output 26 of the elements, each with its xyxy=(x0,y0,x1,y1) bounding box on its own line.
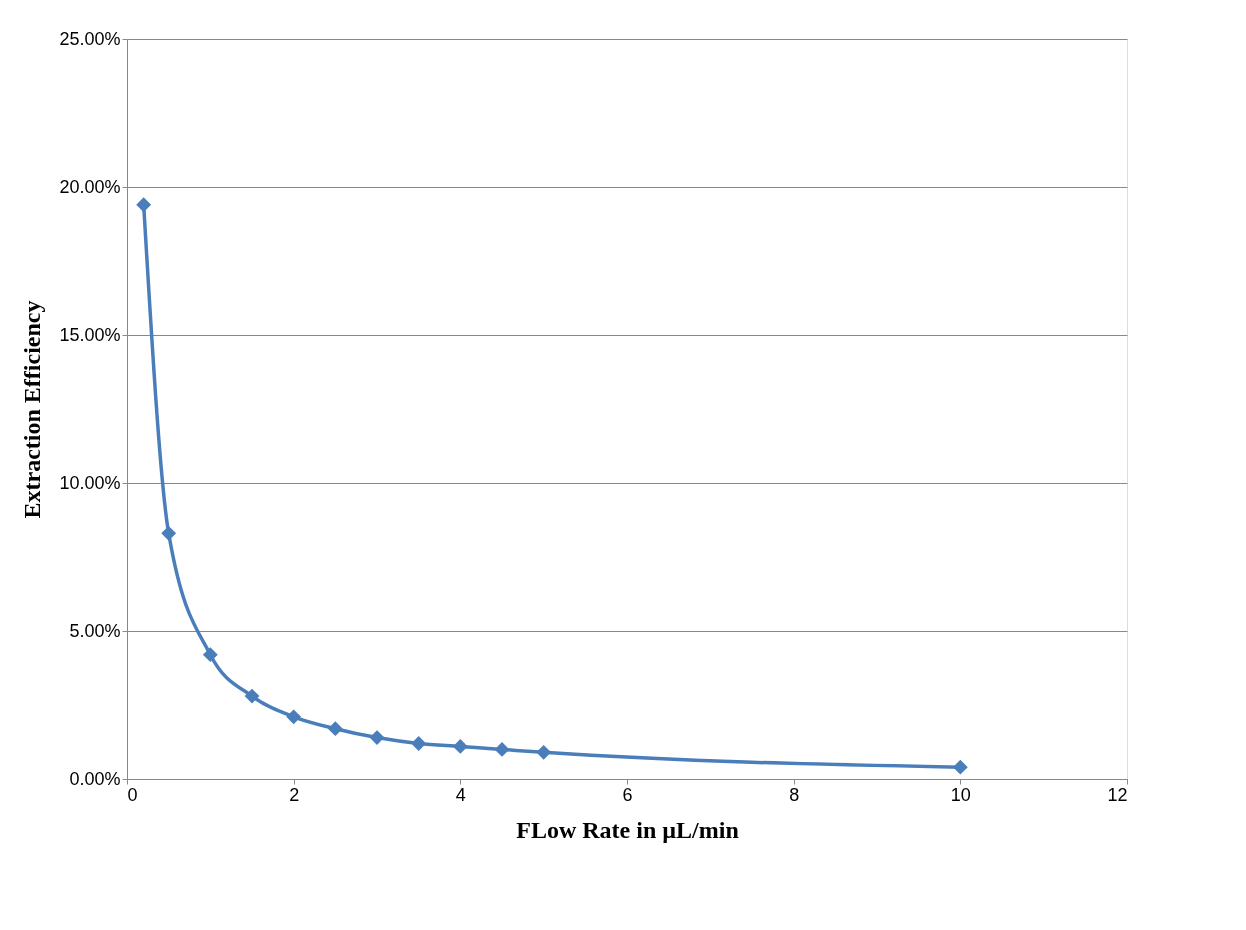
y-tick-label: 5.00% xyxy=(69,620,121,641)
y-tick-label: 25.00% xyxy=(59,28,121,49)
x-tick-label: 4 xyxy=(455,784,466,805)
x-tick-label: 2 xyxy=(289,784,300,805)
point xyxy=(494,741,510,757)
y-tick-label: 15.00% xyxy=(59,324,121,345)
x-tick-label: 6 xyxy=(622,784,633,805)
point xyxy=(202,647,218,663)
point xyxy=(136,197,152,213)
point xyxy=(161,525,177,541)
y-tick-label: 10.00% xyxy=(59,472,121,493)
x-axis-title: FLow Rate in µL/min xyxy=(516,816,739,843)
x-tick-label: 10 xyxy=(950,784,971,805)
x-tick-label: 0 xyxy=(127,784,138,805)
point xyxy=(244,688,260,704)
point xyxy=(952,759,968,775)
y-tick-label: 0.00% xyxy=(69,768,121,789)
x-tick-label: 8 xyxy=(789,784,800,805)
point xyxy=(452,739,468,754)
x-tick-label: 12 xyxy=(1107,784,1128,805)
y-axis-title: Extraction Efficiency xyxy=(19,300,46,519)
point xyxy=(536,744,552,760)
point xyxy=(411,736,427,751)
point xyxy=(327,721,343,737)
point xyxy=(286,709,302,725)
y-tick-label: 20.00% xyxy=(59,176,121,197)
